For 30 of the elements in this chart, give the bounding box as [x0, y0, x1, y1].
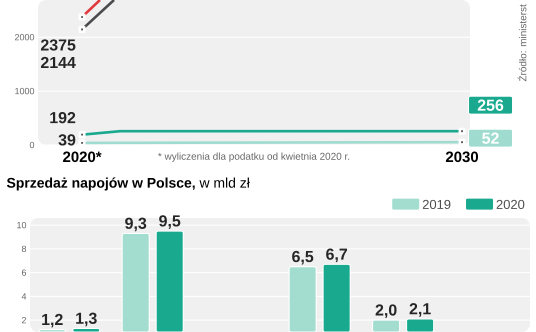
data-label: 256: [478, 100, 504, 111]
chart-title: Sprzedaż napojów w Polsce, w mld zł: [6, 177, 250, 191]
y-tick-label: 0: [30, 142, 34, 148]
data-label: 39: [58, 134, 76, 146]
y-tick-label: 4: [22, 293, 26, 300]
data-label: 1,2: [42, 314, 63, 328]
data-label: 9,3: [125, 218, 146, 232]
data-label: 2375: [40, 39, 76, 51]
x-tick-label: 2030: [446, 152, 478, 162]
y-tick-label: 2: [22, 316, 26, 324]
text: Źródło: ministerst: [518, 4, 526, 82]
data-label: 192: [50, 112, 76, 124]
data-label: 2,1: [410, 303, 431, 317]
legend-label: 2020: [496, 200, 524, 210]
data-label: 2144: [40, 56, 76, 68]
data-label: 6,5: [292, 250, 314, 264]
data-label: 2,0: [376, 304, 397, 318]
legend-label: 2019: [422, 200, 450, 210]
y-tick-label: 8: [22, 246, 26, 252]
y-tick-label: 2000: [14, 34, 34, 40]
point: [78, 26, 86, 33]
data-label: 52: [482, 132, 499, 144]
y-tick-label: 6: [22, 269, 26, 276]
data-label: 1,3: [76, 312, 97, 326]
y-tick-label: 1000: [15, 88, 34, 94]
x-tick-label: 2020*: [63, 152, 102, 162]
text: * wyliczenia dla podatku od kwietnia 2020 r.: [158, 152, 350, 162]
data-label: 9,5: [159, 215, 180, 229]
y-tick-label: 10: [17, 222, 26, 228]
data-label: 6,7: [326, 248, 348, 262]
